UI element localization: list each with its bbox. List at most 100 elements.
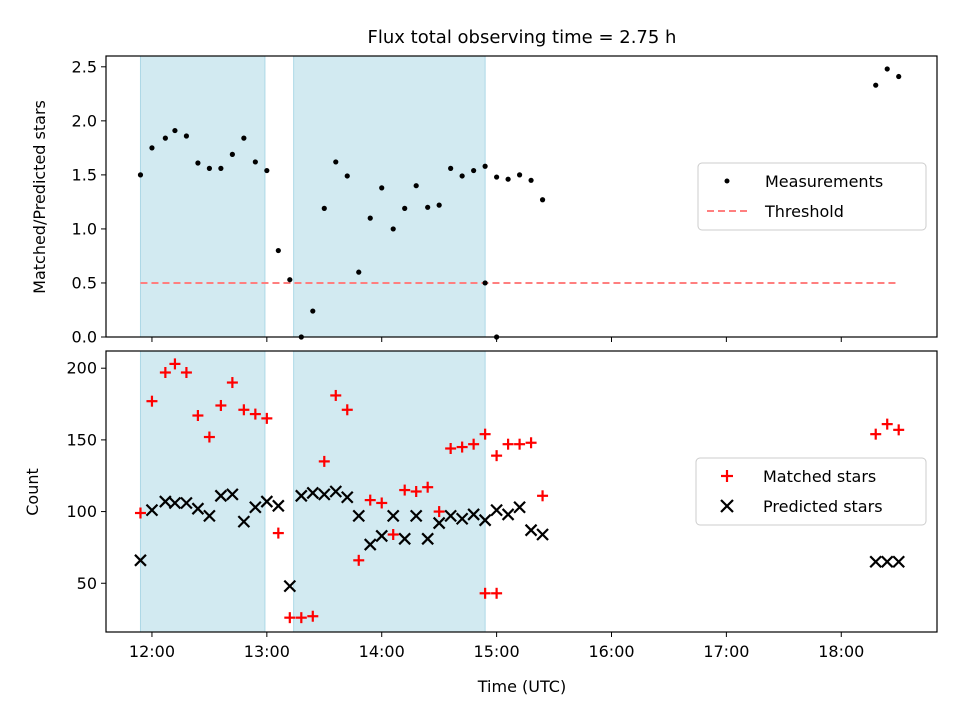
y-tick-label: 50 — [77, 574, 97, 593]
bottom-panel: 50 100 150 200 12:00 13:00 14:00 15:00 16:00 17:… — [23, 350, 938, 696]
measurement-point — [218, 165, 224, 171]
measurement-point — [367, 215, 373, 221]
matched-stars-point — [249, 408, 261, 420]
matched-stars-point — [445, 442, 457, 454]
predicted-stars-point — [237, 515, 251, 528]
predicted-stars-point — [421, 532, 434, 546]
measurement-point — [459, 173, 465, 179]
y-tick-label: 1.0 — [72, 219, 97, 238]
matched-stars-point — [330, 389, 342, 401]
predicted-stars-point — [214, 489, 228, 503]
predicted-stars-point — [490, 503, 503, 517]
matched-stars-point — [215, 399, 227, 411]
bottom-y-axis-label: Count — [23, 468, 42, 516]
top-legend-box — [697, 162, 927, 231]
predicted-stars-point — [329, 485, 343, 498]
matched-stars-point — [180, 367, 192, 379]
measurement-point — [310, 308, 316, 314]
matched-stars-point — [870, 428, 882, 440]
bottom-plot-frame — [105, 350, 938, 633]
measurement-point — [425, 204, 431, 210]
x-tick-label: 18:00 — [818, 642, 864, 661]
top-y-axis-label: Matched/Predicted stars — [30, 100, 49, 294]
predicted-stars-point — [524, 523, 538, 537]
measurement-point — [206, 165, 212, 171]
measurement-point — [264, 167, 270, 174]
y-tick-label: 0.0 — [72, 328, 97, 347]
predicted-stars-point — [398, 532, 411, 546]
matched-stars-point — [284, 612, 296, 624]
matched-stars-point — [502, 438, 514, 450]
predicted-stars-point — [444, 509, 457, 523]
predicted-stars-point — [501, 508, 515, 521]
predicted-stars-point — [467, 508, 480, 521]
matched-stars-point — [318, 455, 330, 467]
matched-stars-point — [159, 367, 171, 379]
observing-interval-1 — [139, 350, 266, 633]
y-tick-label: 2.5 — [72, 57, 97, 76]
predicted-stars-point — [375, 529, 389, 543]
observing-interval-2 — [293, 55, 486, 338]
matched-stars-point — [399, 484, 411, 496]
top-panel: 0.0 0.5 1.0 1.5 2.0 2.5 Matched/Predicted sta… — [30, 55, 938, 347]
y-tick-label: 100 — [66, 502, 97, 521]
measurement-point — [172, 127, 178, 134]
x-tick-label: 16:00 — [588, 642, 634, 661]
y-tick-label: 200 — [66, 359, 97, 378]
top-legend: Measurements Threshold — [697, 162, 927, 231]
y-tick-label: 0.5 — [72, 273, 97, 292]
matched-stars-point — [525, 437, 537, 449]
predicted-stars-point — [880, 555, 894, 569]
matched-stars-point — [364, 494, 376, 506]
matched-stars-point — [410, 486, 422, 497]
y-tick-label: 150 — [66, 430, 97, 449]
measurement-point — [505, 176, 511, 182]
bottom-legend-box — [695, 457, 927, 526]
measurement-point — [356, 269, 362, 275]
matched-stars-point — [479, 428, 491, 440]
predicted-stars-point — [180, 496, 193, 510]
y-tick-label: 2.0 — [72, 111, 97, 130]
predicted-stars-point — [536, 528, 549, 541]
measurement-point — [873, 82, 879, 88]
x-tick-label: 14:00 — [359, 642, 405, 661]
measurement-point — [149, 145, 155, 151]
measurement-point — [516, 172, 523, 178]
matched-stars-point — [456, 441, 468, 453]
predicted-stars-point — [295, 489, 308, 503]
measurement-point — [436, 202, 442, 208]
matched-stars-point — [238, 404, 250, 416]
predicted-stars-point — [168, 496, 182, 510]
x-tick-label: 12:00 — [129, 642, 175, 661]
legend-predicted-label: Predicted stars — [763, 497, 883, 516]
measurement-point — [413, 183, 419, 189]
predicted-stars-point — [455, 512, 469, 526]
measurement-point — [896, 73, 902, 80]
measurement-point — [344, 173, 350, 179]
matched-stars-point — [272, 527, 284, 539]
legend-measurements-label: Measurements — [765, 172, 883, 191]
legend-measurements-marker — [724, 178, 730, 184]
matched-stars-point — [203, 431, 215, 443]
predicted-stars-point — [145, 503, 159, 517]
legend-matched-marker — [721, 470, 733, 482]
predicted-stars-point — [272, 499, 285, 513]
matched-stars-point — [433, 506, 445, 518]
legend-predicted-marker — [720, 499, 734, 513]
matched-stars-point — [261, 412, 273, 424]
predicted-stars-point — [409, 509, 423, 523]
predicted-stars-point — [386, 509, 400, 523]
matched-stars-point — [514, 438, 526, 450]
matched-stars-point — [881, 418, 893, 430]
predicted-stars-point — [363, 538, 377, 551]
measurement-point — [137, 172, 144, 178]
matched-stars-point — [146, 395, 158, 407]
predicted-stars-point — [134, 554, 147, 567]
x-axis-label: Time (UTC) — [477, 677, 566, 696]
measurement-point — [482, 280, 488, 286]
measurement-point — [195, 160, 201, 166]
x-tick-label: 13:00 — [244, 642, 290, 661]
predicted-stars-point — [892, 555, 905, 569]
matched-stars-point — [479, 587, 491, 599]
matched-stars-point — [192, 410, 204, 422]
